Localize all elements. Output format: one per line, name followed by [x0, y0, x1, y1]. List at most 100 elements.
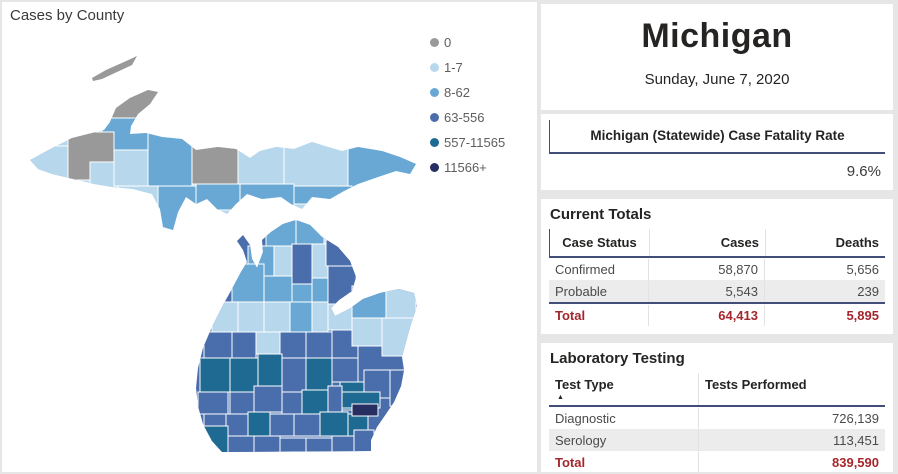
county-region[interactable] [385, 287, 417, 319]
county-region[interactable] [227, 435, 255, 454]
county-region[interactable] [351, 285, 389, 319]
county-region[interactable] [323, 220, 357, 245]
county-region[interactable] [353, 429, 375, 452]
legend-item-11566plus[interactable]: 11566+ [430, 155, 505, 180]
legend-item-1-7[interactable]: 1-7 [430, 55, 505, 80]
current-totals-title: Current Totals [550, 206, 652, 223]
isle-royale-region[interactable] [92, 56, 137, 81]
county-region[interactable] [331, 357, 359, 383]
county-region[interactable] [281, 357, 307, 393]
column-header-cases: Cases [650, 229, 766, 256]
county-region[interactable] [281, 391, 303, 415]
county-region[interactable] [325, 239, 357, 267]
laboratory-testing-table: Test Type ▲ Tests Performed Diagnostic 7… [549, 373, 885, 474]
lower-peninsula[interactable] [190, 215, 425, 460]
state-title: Michigan [641, 17, 793, 55]
column-header-tests-performed[interactable]: Tests Performed [705, 377, 807, 392]
county-region[interactable] [253, 385, 283, 413]
county-region[interactable] [291, 243, 313, 285]
county-region[interactable] [279, 331, 307, 359]
county-region[interactable] [263, 275, 293, 303]
county-region[interactable] [311, 277, 329, 303]
county-region[interactable] [273, 245, 293, 279]
table-header-row: Case Status Cases Deaths [549, 229, 885, 258]
county-region[interactable] [389, 369, 417, 407]
county-region[interactable] [157, 185, 197, 236]
county-region[interactable] [263, 301, 291, 333]
column-header-test-type[interactable]: Test Type ▲ [549, 373, 699, 405]
upper-peninsula[interactable] [20, 80, 430, 245]
county-region[interactable] [305, 437, 333, 454]
county-region[interactable] [231, 263, 265, 303]
table-row-diagnostic: Diagnostic 726,139 [549, 407, 885, 429]
county-region[interactable] [247, 411, 271, 437]
county-region[interactable] [301, 389, 329, 415]
current-totals-card: Current Totals Case Status Cases Deaths … [541, 199, 893, 334]
county-region[interactable] [293, 185, 353, 205]
county-region[interactable] [197, 391, 229, 415]
current-totals-table: Case Status Cases Deaths Confirmed 58,87… [549, 229, 885, 327]
county-region[interactable] [237, 143, 285, 185]
county-region[interactable] [327, 385, 343, 413]
tests-performed-value: 113,451 [832, 432, 879, 448]
county-region[interactable] [253, 435, 281, 454]
table-row-probable: Probable 5,543 239 [549, 280, 885, 302]
county-region[interactable] [147, 127, 193, 191]
county-region[interactable] [347, 145, 420, 189]
table-header-row: Test Type ▲ Tests Performed [549, 373, 885, 407]
county-region[interactable] [117, 185, 159, 209]
laboratory-testing-card: Laboratory Testing Test Type ▲ Tests Per… [541, 343, 893, 474]
legend-dot-icon [430, 163, 439, 172]
county-region[interactable] [351, 403, 379, 417]
county-region[interactable] [113, 149, 149, 187]
county-region[interactable] [311, 301, 329, 333]
michigan-choropleth-map[interactable] [2, 2, 537, 472]
county-region[interactable] [199, 357, 231, 393]
county-region[interactable] [381, 317, 417, 357]
county-region[interactable] [229, 391, 255, 415]
county-region[interactable] [319, 411, 349, 437]
total-label: Total [549, 452, 699, 473]
map-legend: 0 1-7 8-62 63-556 557-11565 11566+ [430, 30, 505, 180]
legend-item-557-11565[interactable]: 557-11565 [430, 130, 505, 155]
county-region[interactable] [239, 183, 295, 207]
county-region[interactable] [203, 331, 233, 359]
county-region[interactable] [279, 437, 307, 454]
county-region[interactable] [28, 145, 73, 189]
county-region[interactable] [269, 413, 295, 437]
legend-item-63-556[interactable]: 63-556 [430, 105, 505, 130]
county-region[interactable] [231, 331, 257, 359]
county-region[interactable] [191, 143, 239, 185]
county-region[interactable] [305, 331, 333, 359]
county-region[interactable] [229, 357, 259, 397]
column-header-case-status: Case Status [550, 229, 650, 256]
county-region[interactable] [211, 301, 239, 333]
county-region[interactable] [109, 86, 167, 123]
county-region[interactable] [289, 301, 313, 333]
legend-item-8-62[interactable]: 8-62 [430, 80, 505, 105]
county-region[interactable] [255, 331, 281, 355]
legend-label: 63-556 [444, 110, 485, 125]
laboratory-testing-title: Laboratory Testing [550, 350, 685, 367]
legend-item-0[interactable]: 0 [430, 30, 505, 55]
row-label: Diagnostic [549, 407, 699, 429]
legend-dot-icon [430, 138, 439, 147]
county-region[interactable] [327, 303, 355, 331]
county-region[interactable] [195, 183, 241, 211]
county-region[interactable] [327, 265, 357, 305]
county-region[interactable] [305, 357, 333, 391]
county-region[interactable] [351, 317, 383, 347]
county-region[interactable] [237, 301, 265, 333]
county-region[interactable] [293, 413, 321, 437]
cases-value: 5,543 [649, 280, 765, 302]
tests-performed-value: 726,139 [832, 410, 879, 426]
county-region[interactable] [196, 425, 229, 454]
total-tests-value: 839,590 [832, 455, 879, 470]
county-region[interactable] [283, 139, 351, 187]
total-deaths-value: 5,895 [846, 308, 879, 323]
county-region[interactable] [225, 413, 249, 437]
legend-dot-icon [430, 88, 439, 97]
county-region[interactable] [257, 353, 283, 387]
county-region[interactable] [291, 283, 313, 303]
